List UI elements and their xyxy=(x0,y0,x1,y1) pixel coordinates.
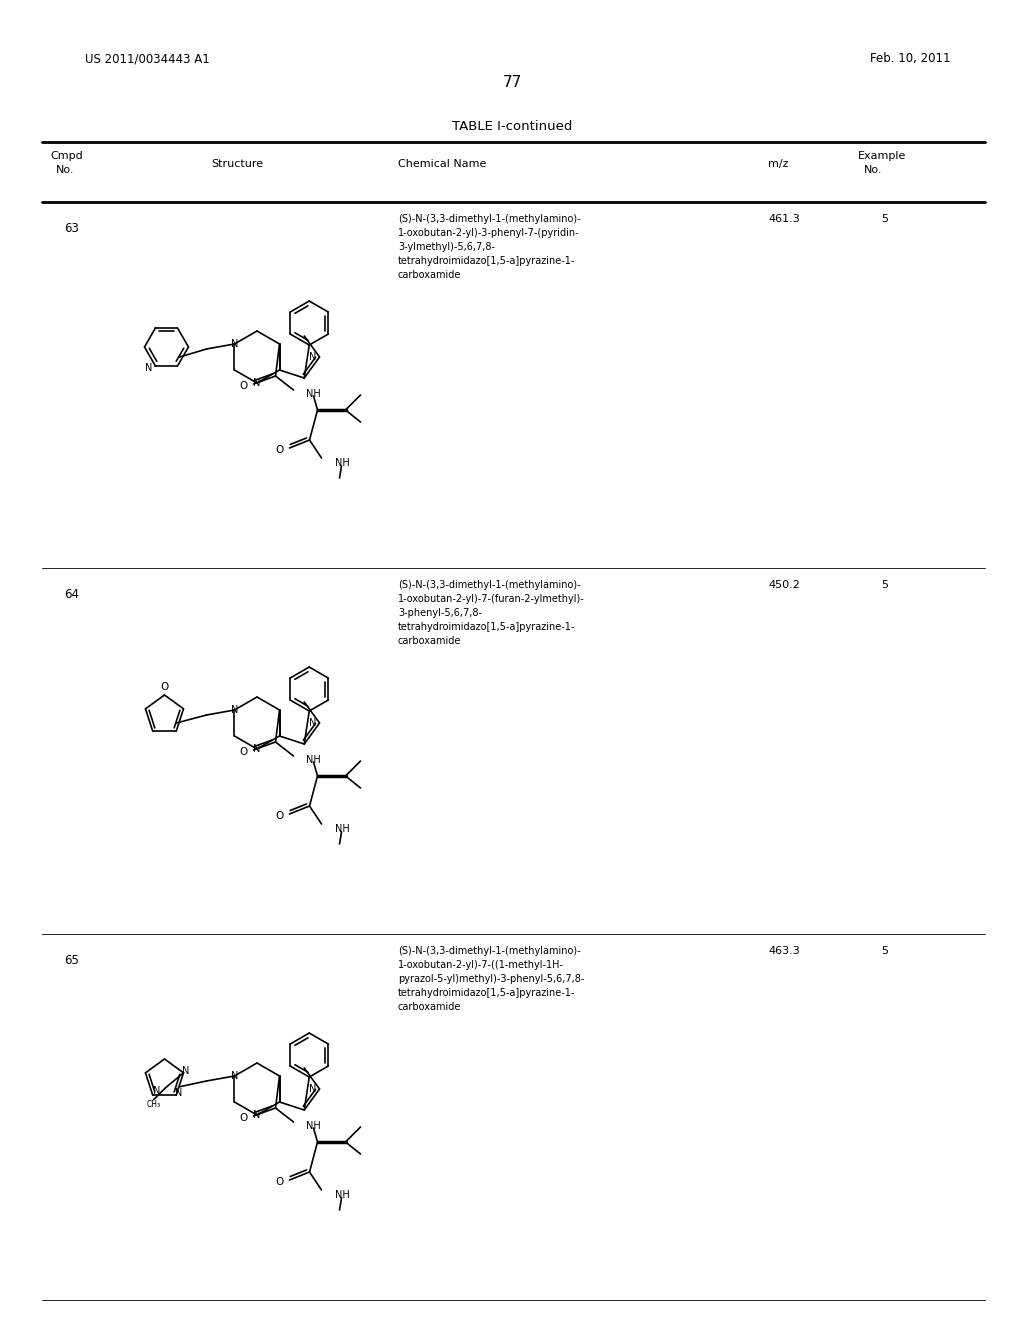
Text: NH: NH xyxy=(305,755,321,766)
Text: Chemical Name: Chemical Name xyxy=(398,158,486,169)
Text: No.: No. xyxy=(56,165,75,176)
Text: N: N xyxy=(230,705,239,715)
Text: N: N xyxy=(253,378,261,388)
Text: O: O xyxy=(240,747,248,756)
Text: Feb. 10, 2011: Feb. 10, 2011 xyxy=(869,51,950,65)
Text: Structure: Structure xyxy=(211,158,263,169)
Text: 5: 5 xyxy=(882,946,889,956)
Text: Cmpd: Cmpd xyxy=(50,150,83,161)
Text: 64: 64 xyxy=(65,587,80,601)
Text: (S)-N-(3,3-dimethyl-1-(methylamino)-
1-oxobutan-2-yl)-7-((1-methyl-1H-
pyrazol-5: (S)-N-(3,3-dimethyl-1-(methylamino)- 1-o… xyxy=(398,946,585,1012)
Text: (S)-N-(3,3-dimethyl-1-(methylamino)-
1-oxobutan-2-yl)-3-phenyl-7-(pyridin-
3-ylm: (S)-N-(3,3-dimethyl-1-(methylamino)- 1-o… xyxy=(398,214,581,280)
Text: 77: 77 xyxy=(503,75,521,90)
Text: NH: NH xyxy=(305,389,321,399)
Text: 461.3: 461.3 xyxy=(768,214,800,224)
Text: N: N xyxy=(174,1088,182,1098)
Text: N: N xyxy=(309,718,316,729)
Text: N: N xyxy=(182,1065,189,1076)
Text: US 2011/0034443 A1: US 2011/0034443 A1 xyxy=(85,51,210,65)
Text: O: O xyxy=(240,1113,248,1123)
Text: N: N xyxy=(145,363,153,374)
Text: O: O xyxy=(275,445,284,455)
Text: 65: 65 xyxy=(65,954,80,968)
Text: 5: 5 xyxy=(882,579,889,590)
Text: N: N xyxy=(309,352,316,362)
Text: m/z: m/z xyxy=(768,158,788,169)
Text: NH: NH xyxy=(335,824,349,834)
Text: 63: 63 xyxy=(65,222,80,235)
Text: N: N xyxy=(309,1084,316,1094)
Text: NH: NH xyxy=(305,1121,321,1131)
Text: TABLE I-continued: TABLE I-continued xyxy=(452,120,572,133)
Text: CH₃: CH₃ xyxy=(146,1100,161,1109)
Text: N: N xyxy=(253,1110,261,1119)
Text: N: N xyxy=(253,744,261,754)
Text: O: O xyxy=(240,381,248,391)
Text: O: O xyxy=(275,810,284,821)
Text: N: N xyxy=(230,1071,239,1081)
Text: NH: NH xyxy=(335,1191,349,1200)
Text: N: N xyxy=(154,1086,161,1096)
Text: 450.2: 450.2 xyxy=(768,579,800,590)
Text: 463.3: 463.3 xyxy=(768,946,800,956)
Text: O: O xyxy=(161,682,169,692)
Text: (S)-N-(3,3-dimethyl-1-(methylamino)-
1-oxobutan-2-yl)-7-(furan-2-ylmethyl)-
3-ph: (S)-N-(3,3-dimethyl-1-(methylamino)- 1-o… xyxy=(398,579,585,645)
Text: N: N xyxy=(230,339,239,348)
Text: 5: 5 xyxy=(882,214,889,224)
Text: O: O xyxy=(275,1177,284,1187)
Text: NH: NH xyxy=(335,458,349,469)
Text: Example: Example xyxy=(858,150,906,161)
Text: No.: No. xyxy=(864,165,883,176)
